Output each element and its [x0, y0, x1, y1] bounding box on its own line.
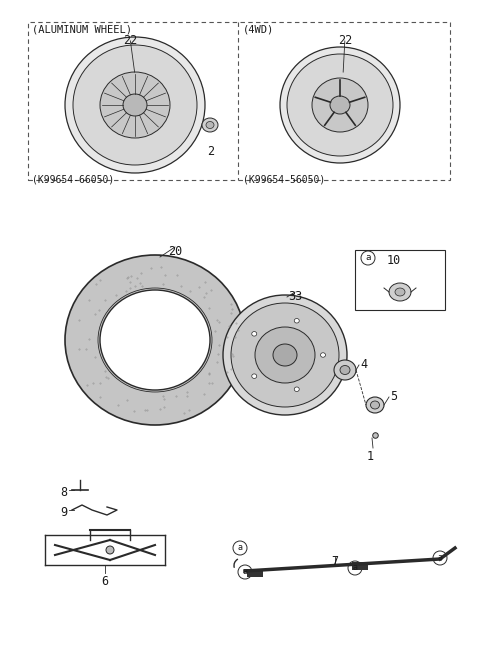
Ellipse shape — [231, 303, 339, 407]
Bar — [355, 250, 445, 310]
Text: a: a — [242, 567, 248, 577]
Ellipse shape — [395, 288, 405, 296]
Circle shape — [233, 541, 247, 555]
Ellipse shape — [334, 360, 356, 380]
Text: 5: 5 — [390, 390, 397, 403]
Circle shape — [106, 546, 114, 554]
Text: 22: 22 — [123, 34, 137, 47]
Ellipse shape — [371, 401, 380, 409]
Ellipse shape — [73, 45, 197, 165]
Circle shape — [238, 565, 252, 579]
Bar — [352, 562, 368, 570]
Ellipse shape — [65, 37, 205, 173]
Bar — [247, 569, 263, 577]
Ellipse shape — [273, 344, 297, 366]
Ellipse shape — [252, 374, 257, 379]
Text: (ALUMINUM WHEEL): (ALUMINUM WHEEL) — [32, 25, 132, 35]
Text: (K99654-56050): (K99654-56050) — [243, 174, 325, 184]
Ellipse shape — [330, 96, 350, 114]
Text: 8: 8 — [60, 487, 67, 499]
Ellipse shape — [389, 283, 411, 301]
Text: 33: 33 — [288, 290, 302, 303]
Text: a: a — [352, 564, 358, 573]
Ellipse shape — [366, 397, 384, 413]
Circle shape — [361, 251, 375, 265]
Ellipse shape — [252, 331, 257, 336]
Text: 9: 9 — [60, 506, 67, 520]
Ellipse shape — [202, 118, 218, 132]
Circle shape — [433, 551, 447, 565]
Ellipse shape — [294, 387, 299, 392]
Text: (K99654-66050): (K99654-66050) — [32, 174, 114, 184]
Ellipse shape — [206, 121, 214, 129]
Ellipse shape — [100, 72, 170, 138]
Ellipse shape — [100, 290, 210, 390]
Text: 2: 2 — [207, 145, 215, 158]
Ellipse shape — [223, 295, 347, 415]
Ellipse shape — [255, 327, 315, 383]
Text: 20: 20 — [168, 245, 182, 258]
Text: 6: 6 — [101, 575, 108, 588]
Text: a: a — [365, 253, 371, 262]
Ellipse shape — [312, 78, 368, 132]
Text: a: a — [238, 544, 242, 552]
Ellipse shape — [340, 365, 350, 375]
Ellipse shape — [287, 54, 393, 156]
Ellipse shape — [321, 353, 325, 358]
Text: 22: 22 — [338, 34, 352, 47]
Circle shape — [348, 561, 362, 575]
Text: 1: 1 — [366, 450, 373, 463]
Ellipse shape — [123, 94, 147, 116]
Text: 7: 7 — [331, 555, 338, 568]
Ellipse shape — [294, 319, 299, 323]
Ellipse shape — [280, 47, 400, 163]
Text: 4: 4 — [360, 358, 367, 371]
Text: (4WD): (4WD) — [243, 25, 274, 35]
Ellipse shape — [65, 255, 245, 425]
Text: a: a — [437, 554, 443, 562]
Text: 10: 10 — [387, 254, 401, 267]
